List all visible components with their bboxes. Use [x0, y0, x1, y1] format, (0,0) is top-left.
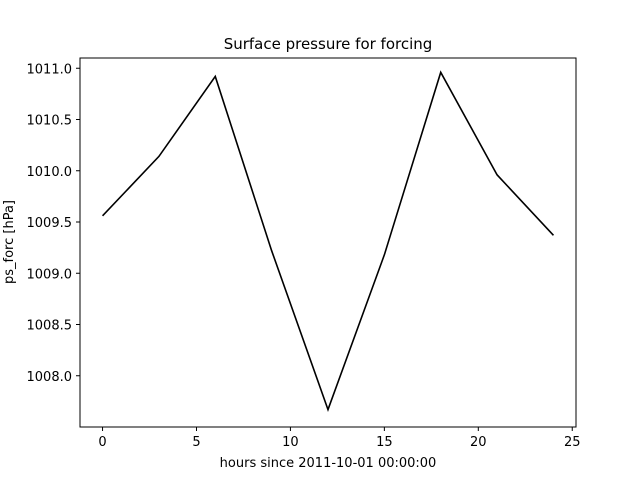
y-tick-label: 1009.5 — [27, 216, 73, 231]
y-tick-label: 1009.0 — [27, 267, 73, 282]
x-axis-ticks: 0 5 10 15 20 25 — [98, 427, 581, 450]
x-tick-label: 25 — [564, 435, 581, 450]
x-tick-label: 15 — [376, 435, 393, 450]
y-tick-label: 1011.0 — [27, 62, 73, 77]
x-tick-label: 10 — [282, 435, 299, 450]
y-tick-label: 1008.5 — [27, 319, 73, 334]
series-line — [101, 70, 555, 412]
x-axis-label: hours since 2011-10-01 00:00:00 — [220, 456, 437, 471]
x-tick-label: 0 — [98, 435, 106, 450]
y-axis-ticks: 1008.0 1008.5 1009.0 1009.5 1010.0 1010.5 1011… — [27, 62, 80, 385]
x-tick-label: 5 — [192, 435, 200, 450]
plot-series-layer — [101, 70, 555, 412]
y-tick-label: 1010.5 — [27, 114, 73, 129]
x-tick-label: 20 — [470, 435, 487, 450]
y-tick-label: 1010.0 — [27, 165, 73, 180]
chart-title: Surface pressure for forcing — [224, 35, 433, 53]
y-axis-label: ps_forc [hPa] — [2, 200, 17, 284]
plot-frame — [79, 57, 577, 428]
y-tick-label: 1008.0 — [27, 370, 73, 385]
